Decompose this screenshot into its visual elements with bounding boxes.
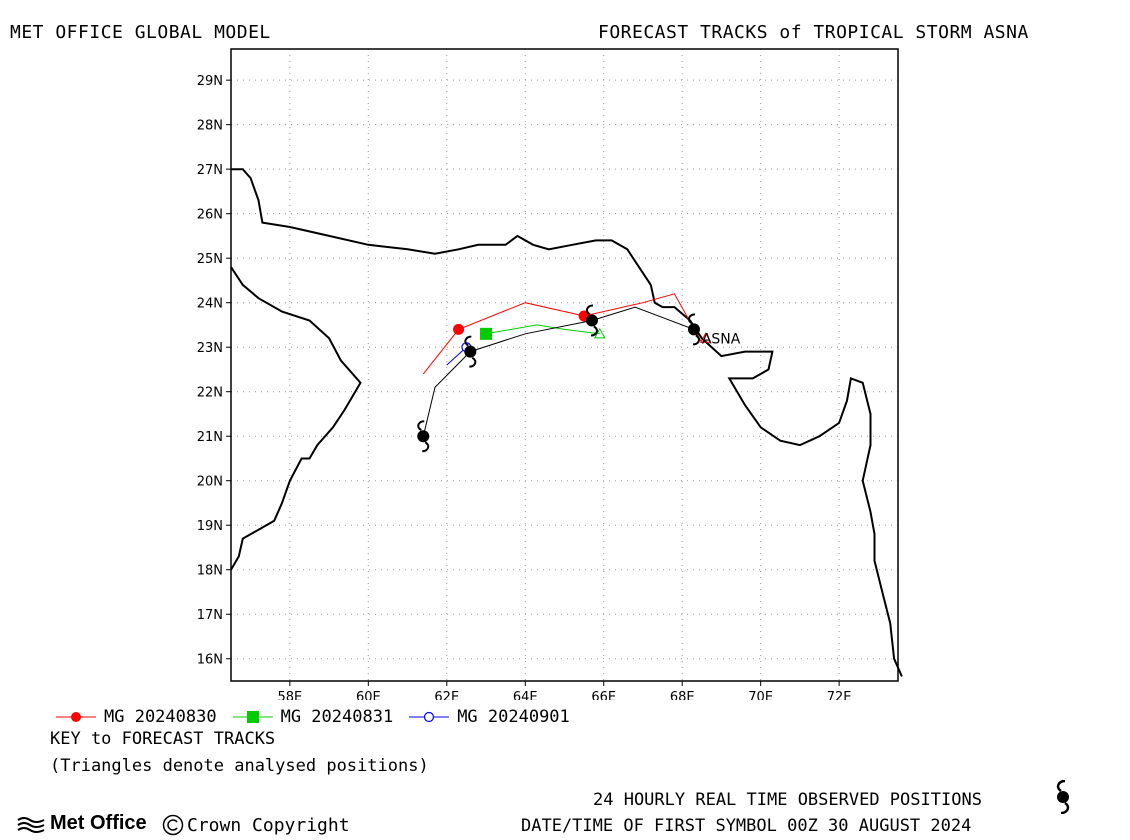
legend-swatch xyxy=(56,712,96,722)
copyright-icon xyxy=(162,814,184,836)
observed-label: 24 HOURLY REAL TIME OBSERVED POSITIONS xyxy=(593,790,982,810)
lat-tick-label: 24N xyxy=(197,297,223,312)
lon-tick-label: 72E xyxy=(827,690,852,700)
coastline xyxy=(230,168,903,677)
legend-entry: MG 20240831 xyxy=(231,707,394,727)
coastline-segment xyxy=(231,168,903,677)
storm-name-label: ASNA xyxy=(702,331,741,347)
lon-tick-label: 70E xyxy=(748,690,773,700)
legend-label: MG 20240831 xyxy=(280,707,394,727)
met-office-logo: Met Office xyxy=(16,812,147,835)
copyright: Crown Copyright xyxy=(162,814,350,836)
lat-tick-label: 19N xyxy=(197,519,223,534)
lon-tick-label: 60E xyxy=(356,690,381,700)
lat-tick-label: 20N xyxy=(197,475,223,490)
datetime-label: DATE/TIME OF FIRST SYMBOL 00Z 30 AUGUST … xyxy=(521,816,972,836)
forecast-track-1 xyxy=(480,324,606,340)
logo-text: Met Office xyxy=(50,812,147,834)
observed-track: ASNA xyxy=(417,304,741,453)
legend-swatch xyxy=(232,711,273,723)
forecast-marker xyxy=(480,327,493,340)
legend: MG 20240830 MG 20240831 MG 20240901 xyxy=(54,707,570,727)
lat-tick-label: 27N xyxy=(197,163,223,178)
observed-position-icon xyxy=(417,420,430,453)
left-title: MET OFFICE GLOBAL MODEL xyxy=(10,22,271,43)
track-line xyxy=(485,324,600,335)
forecast-marker xyxy=(453,323,465,335)
graticule xyxy=(231,49,898,681)
lat-tick-label: 22N xyxy=(197,386,223,401)
lat-tick-label: 25N xyxy=(197,252,223,267)
copyright-text: Crown Copyright xyxy=(187,814,350,836)
lat-tick-label: 28N xyxy=(197,119,223,134)
legend-swatch xyxy=(409,711,450,723)
observed-position-icon xyxy=(687,313,700,346)
cyclone-icon xyxy=(1056,780,1070,814)
legend-label: MG 20240901 xyxy=(457,707,570,727)
lat-tick-label: 23N xyxy=(197,341,223,356)
observed-position-icon xyxy=(585,304,598,337)
observed-track-line xyxy=(422,306,707,437)
lat-tick-label: 16N xyxy=(197,653,223,668)
track-map: ASNA 16N 17N 18N 19N 20N 21N 22N 23N 24N 25N 26N 27… xyxy=(197,48,903,700)
lon-tick-label: 62E xyxy=(434,690,459,700)
analysed-triangle xyxy=(593,327,606,339)
key-note: (Triangles denote analysed positions) xyxy=(50,756,429,776)
lat-tick-label: 26N xyxy=(197,208,223,223)
lat-tick-label: 29N xyxy=(197,74,223,89)
forecast-track-0 xyxy=(422,293,712,375)
legend-label: MG 20240830 xyxy=(104,707,217,727)
axis-labels: 16N 17N 18N 19N 20N 21N 22N 23N 24N 25N 26N 27N 28N 2… xyxy=(197,74,852,700)
lat-tick-label: 21N xyxy=(197,430,223,445)
forecast-tracks xyxy=(422,293,712,375)
key-title: KEY to FORECAST TRACKS xyxy=(50,729,276,749)
lon-tick-label: 64E xyxy=(513,690,538,700)
plot-frame xyxy=(230,48,899,682)
logo-waves-icon xyxy=(17,816,45,833)
lon-tick-label: 66E xyxy=(591,690,616,700)
lon-tick-label: 58E xyxy=(277,690,302,700)
observed-position-icon xyxy=(464,335,477,368)
right-title: FORECAST TRACKS of TROPICAL STORM ASNA xyxy=(598,22,1029,43)
legend-entry: MG 20240830 xyxy=(54,707,217,727)
lat-tick-label: 17N xyxy=(197,608,223,623)
coastline-segment xyxy=(230,266,362,571)
legend-entry: MG 20240901 xyxy=(407,707,570,727)
lat-tick-label: 18N xyxy=(197,564,223,579)
lon-tick-label: 68E xyxy=(670,690,695,700)
